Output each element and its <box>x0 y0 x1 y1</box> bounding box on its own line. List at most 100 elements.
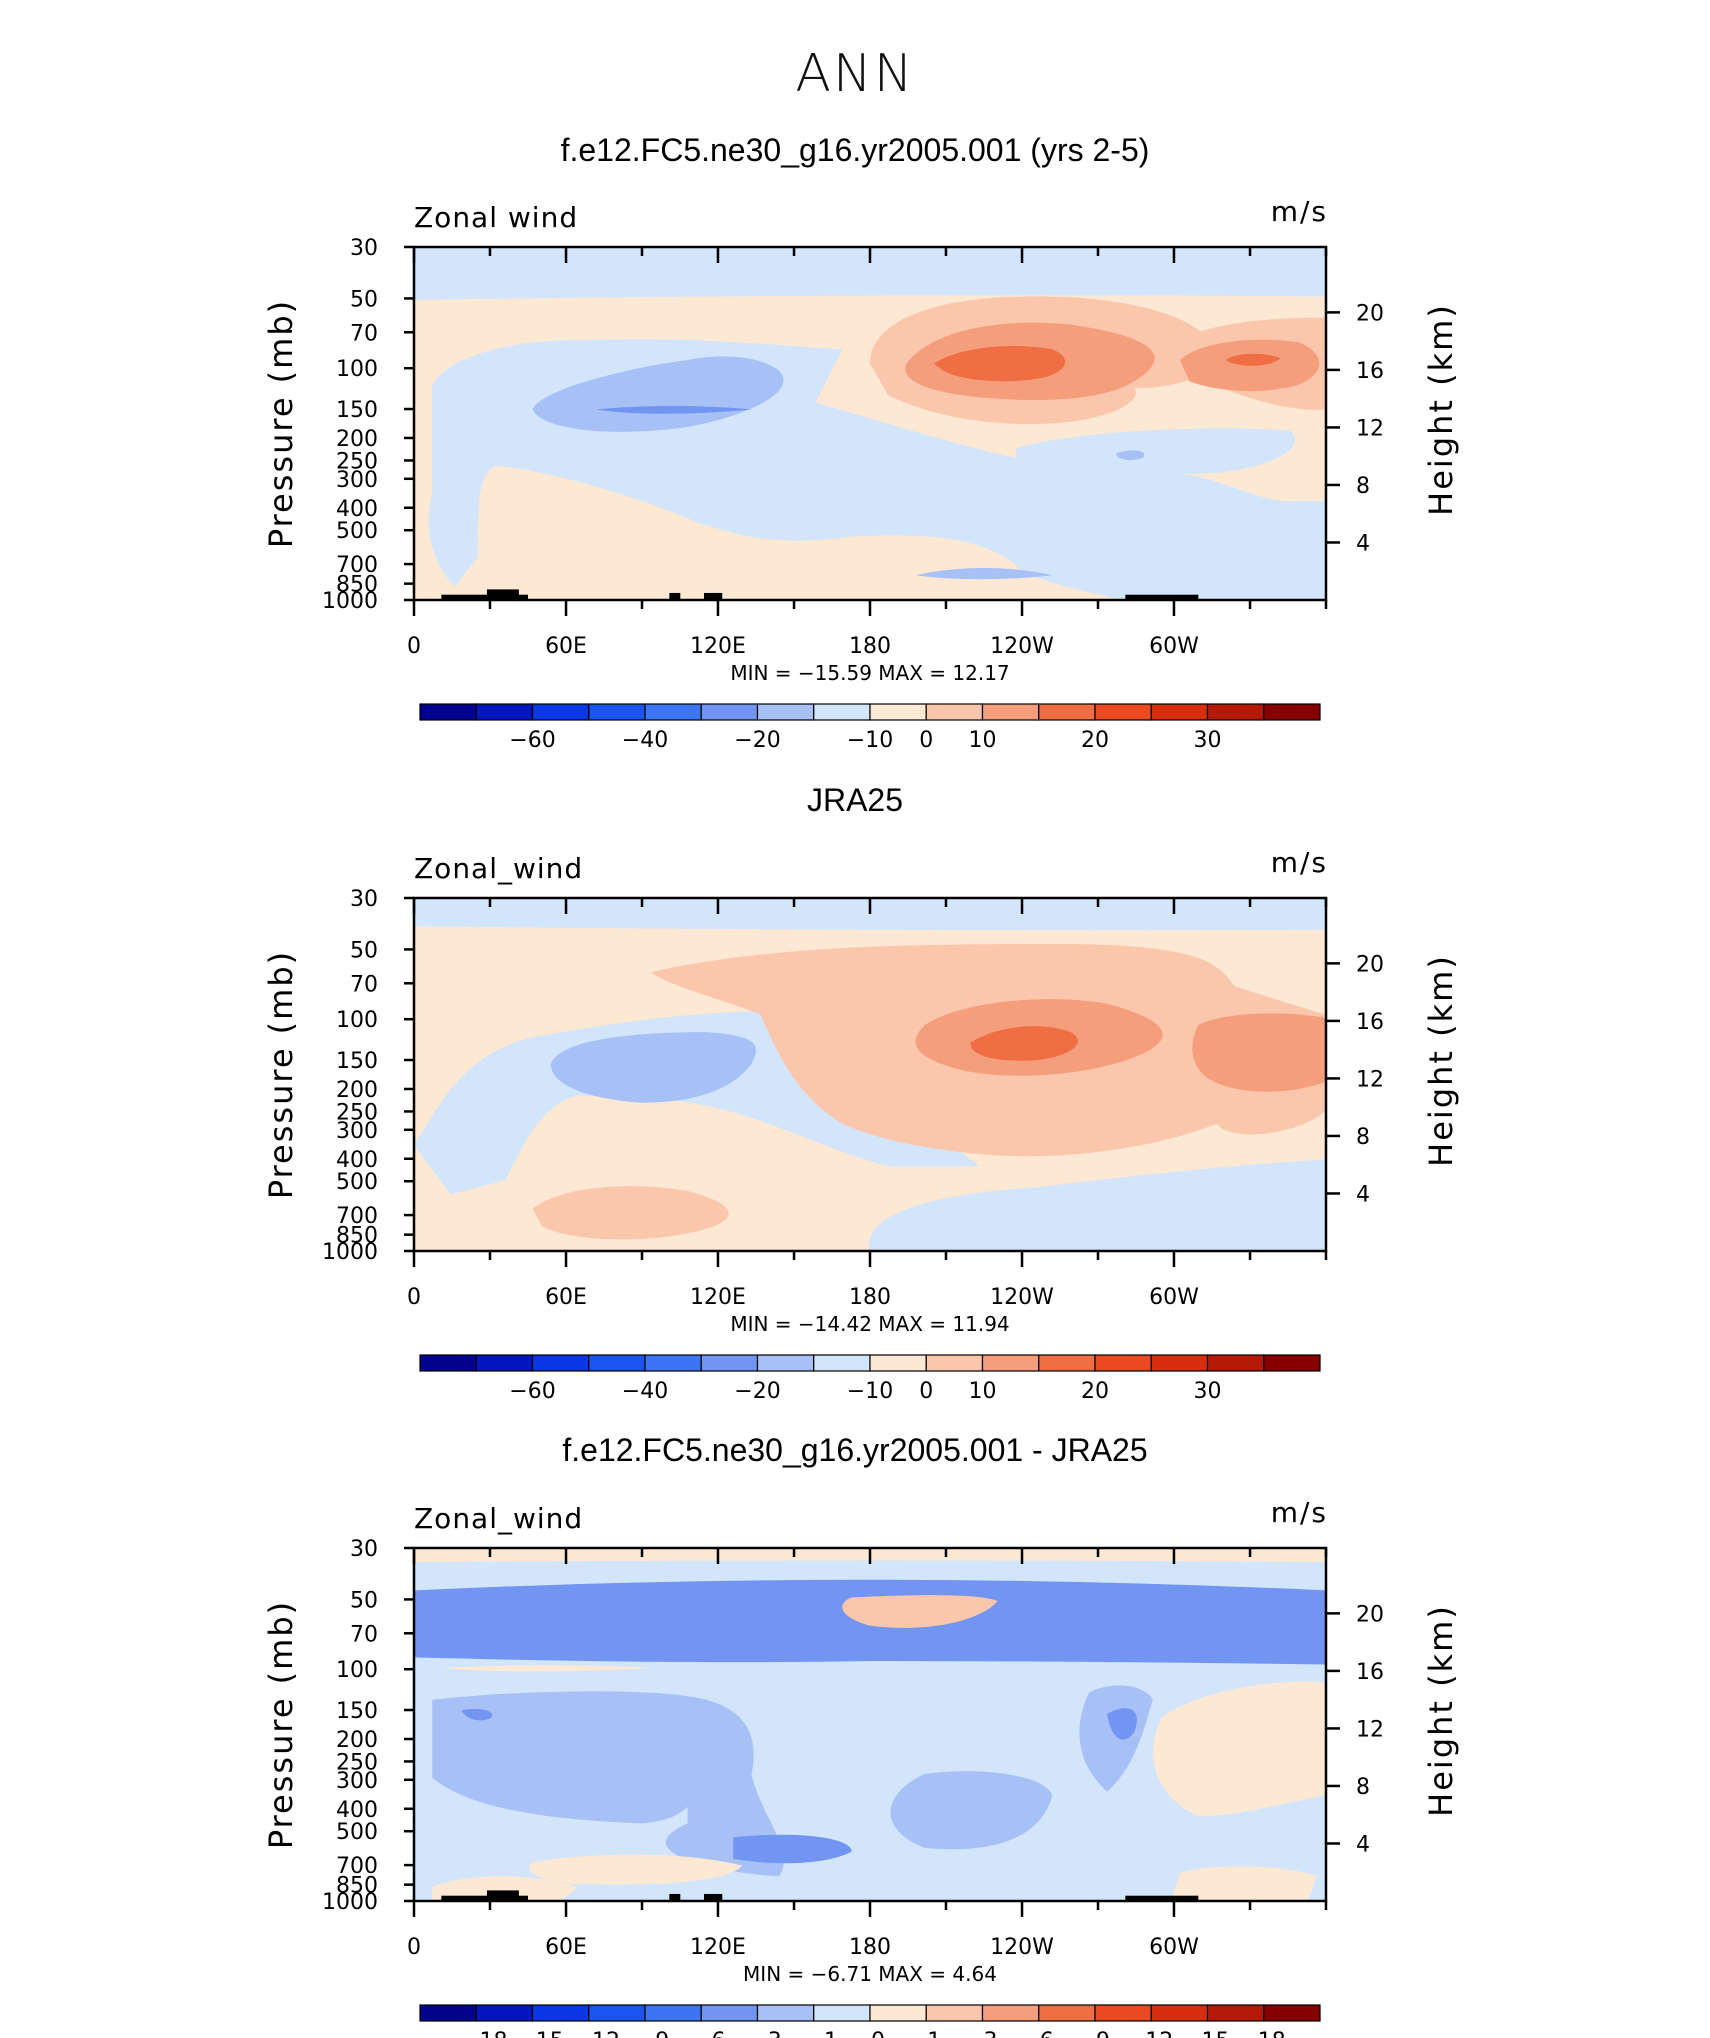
contour-region <box>890 1771 1053 1850</box>
contour-region <box>1116 450 1145 461</box>
colorbar-label: 30 <box>1194 728 1222 753</box>
colorbar-label: −20 <box>734 1379 780 1404</box>
contour-region <box>842 1595 998 1628</box>
x-tick-label: 120W <box>990 1285 1054 1310</box>
colorbar-box <box>1038 1354 1096 1372</box>
colorbar-label: 30 <box>1194 1379 1222 1404</box>
contour-region <box>1192 1013 1326 1092</box>
colorbar-box <box>813 703 871 721</box>
y-tick-label-left: 50 <box>350 938 378 963</box>
contour-region <box>414 1010 980 1195</box>
colorbar-label: −12 <box>574 2029 620 2038</box>
colorbar-box <box>644 2004 702 2022</box>
colorbar-label: 6 <box>1040 2029 1054 2038</box>
min-max-label: MIN = −6.71 MAX = 4.64 <box>743 1962 997 1986</box>
y-tick-label-left: 70 <box>350 321 378 346</box>
y-tick-label-left: 30 <box>350 1537 378 1562</box>
colorbar-box <box>644 703 702 721</box>
x-tick-label: 180 <box>849 1935 891 1960</box>
panel-3-title: f.e12.FC5.ne30_g16.yr2005.001 - JRA25 <box>562 1432 1148 1468</box>
colorbar-box <box>644 1354 702 1372</box>
y-tick-label-left: 850 <box>336 1224 378 1249</box>
y-tick-label-left: 400 <box>336 1148 378 1173</box>
colorbar-box <box>700 703 759 721</box>
x-tick-label: 60W <box>1149 634 1199 659</box>
topography-mask <box>1125 1895 1199 1901</box>
x-tick-label: 60E <box>545 1285 587 1310</box>
contour-shapes <box>414 898 1326 1251</box>
colorbar-box <box>531 1354 590 1372</box>
contour-region <box>1107 1708 1137 1740</box>
colorbar-label: −60 <box>509 728 555 753</box>
colorbar-box <box>1150 1354 1209 1372</box>
page-title: ANN <box>795 44 915 104</box>
contour-region <box>532 1186 729 1240</box>
y-tick-label-left: 200 <box>336 427 378 452</box>
x-tick-label: 180 <box>849 634 891 659</box>
contour-region <box>532 356 784 432</box>
colorbar-box <box>1206 1354 1265 1372</box>
y-axis-title-left: Pressure (mb) <box>262 299 300 548</box>
y-tick-label-left: 70 <box>350 972 378 997</box>
colorbar-box <box>475 1354 534 1372</box>
colorbar-label: 0 <box>919 1379 933 1404</box>
contour-region <box>970 1026 1078 1061</box>
contour-region <box>461 1708 493 1721</box>
y-axis-title-right: Height (km) <box>1422 303 1460 516</box>
colorbar-box <box>588 1354 646 1372</box>
contour-shapes <box>414 247 1326 600</box>
colorbar-box <box>756 2004 815 2022</box>
contour-region <box>1153 1681 1326 1817</box>
topography-mask <box>486 1890 519 1901</box>
y-tick-label-left: 1000 <box>322 1240 378 1265</box>
y-tick-label-right: 12 <box>1356 1717 1384 1742</box>
topography-mask <box>441 594 497 600</box>
y-axis-title-left: Pressure (mb) <box>262 1600 300 1849</box>
colorbar-label: 20 <box>1081 728 1109 753</box>
colorbar-label: 0 <box>871 2029 885 2038</box>
colorbar-label: −3 <box>749 2029 781 2038</box>
contour-region <box>432 1691 699 1824</box>
variable-label: Zonal_wind <box>414 852 583 885</box>
contour-region <box>529 1854 743 1885</box>
colorbar-label: 10 <box>969 728 997 753</box>
colorbar-box <box>1038 703 1096 721</box>
y-tick-label-left: 300 <box>336 1769 378 1794</box>
panel-2: 0 60E 120E 180 120W 60W3050701001502002503004… <box>262 846 1460 1404</box>
colorbar-box <box>925 2004 984 2022</box>
y-tick-label-left: 50 <box>350 287 378 312</box>
y-tick-label-right: 16 <box>1356 359 1384 384</box>
colorbar-box <box>813 2004 871 2022</box>
y-tick-label-right: 16 <box>1356 1010 1384 1035</box>
y-tick-label-left: 30 <box>350 236 378 261</box>
topography-mask <box>514 1895 528 1901</box>
x-tick-label: 0 <box>407 1935 421 1960</box>
contour-region <box>441 1665 652 1672</box>
colorbar-box <box>981 703 1040 721</box>
contour-region <box>665 1696 784 1877</box>
y-tick-label-right: 4 <box>1356 1182 1370 1207</box>
y-tick-label-left: 500 <box>336 1170 378 1195</box>
y-tick-label-left: 300 <box>336 468 378 493</box>
contour-field <box>414 898 1326 1251</box>
colorbar-box <box>531 703 590 721</box>
y-tick-label-right: 16 <box>1356 1660 1384 1685</box>
colorbar-label: 12 <box>1145 2029 1173 2038</box>
units-label: m/s <box>1271 195 1328 228</box>
colorbar-label: 1 <box>927 2029 941 2038</box>
y-tick-label-left: 1000 <box>322 589 378 614</box>
min-max-label: MIN = −14.42 MAX = 11.94 <box>730 1312 1009 1336</box>
panel-1: 0 60E 120E 180 120W 60W3050701001502002503004… <box>262 195 1460 753</box>
y-axis-title-right: Height (km) <box>1422 954 1460 1167</box>
units-label: m/s <box>1271 1496 1328 1529</box>
y-tick-label-left: 850 <box>336 1874 378 1899</box>
y-tick-label-left: 200 <box>336 1078 378 1103</box>
y-tick-label-left: 300 <box>336 1119 378 1144</box>
x-tick-label: 120W <box>990 1935 1054 1960</box>
colorbar-box <box>1038 2004 1096 2022</box>
colorbar-box <box>475 2004 534 2022</box>
x-tick-label: 120W <box>990 634 1054 659</box>
colorbar-label: −60 <box>509 1379 555 1404</box>
contour-shapes <box>414 1548 1326 1901</box>
x-tick-label: 60W <box>1149 1285 1199 1310</box>
